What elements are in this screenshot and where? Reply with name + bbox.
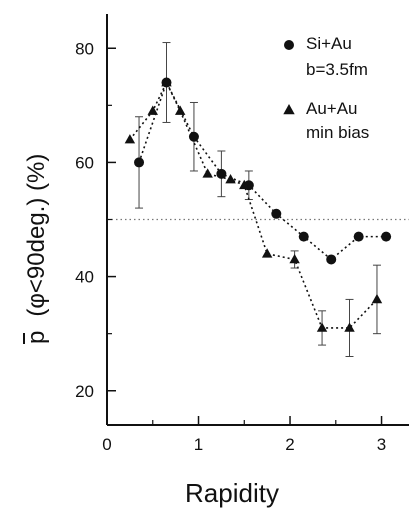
data-point-triangle — [124, 134, 136, 144]
data-point-circle — [188, 131, 199, 142]
data-point-triangle — [225, 174, 236, 184]
legend-marker-triangle — [283, 104, 295, 115]
legend-marker-circle — [284, 40, 294, 50]
data-point-triangle — [316, 322, 328, 332]
y-axis-title-p: p — [23, 331, 50, 344]
x-tick-label: 0 — [102, 435, 111, 454]
data-point-triangle — [161, 77, 172, 87]
data-point-triangle — [344, 322, 355, 332]
x-tick-label: 3 — [377, 435, 386, 454]
data-point-circle — [298, 231, 309, 242]
y-axis-ticks: 20 40 60 80 — [75, 39, 116, 401]
legend-label: Si+Au — [306, 34, 352, 53]
svg-text:p(φ<90deg.) (%): p (φ<90deg.) (%) — [23, 154, 50, 344]
series-line — [138, 80, 387, 261]
data-point-triangle — [261, 248, 273, 258]
y-tick-label: 20 — [75, 382, 94, 401]
x-tick-label: 2 — [285, 435, 294, 454]
data-point-triangle — [147, 105, 158, 115]
x-axis-ticks: 0 1 2 3 — [102, 416, 386, 454]
series-line — [129, 80, 378, 329]
y-tick-label: 60 — [75, 153, 94, 172]
y-tick-label: 80 — [75, 39, 94, 58]
series-layer — [124, 42, 392, 357]
data-point-triangle — [371, 293, 383, 304]
legend-label: b=3.5fm — [306, 60, 368, 79]
data-point-circle — [134, 157, 145, 168]
series-si-au — [134, 42, 392, 265]
series-au-au — [124, 77, 383, 357]
legend-label: min bias — [306, 123, 369, 142]
data-point-triangle — [202, 168, 213, 178]
data-point-circle — [326, 254, 337, 265]
x-tick-label: 1 — [194, 435, 203, 454]
y-axis-title: p (φ<90deg.) (%) — [23, 154, 50, 344]
x-axis-title: Rapidity — [185, 478, 279, 508]
data-point-circle — [271, 208, 282, 219]
data-point-triangle — [174, 105, 186, 115]
data-point-circle — [353, 231, 364, 242]
data-point-circle — [216, 168, 227, 179]
data-point-triangle — [289, 253, 300, 264]
legend-label: Au+Au — [306, 99, 358, 118]
y-tick-label: 40 — [75, 268, 94, 287]
data-point-triangle — [239, 179, 250, 190]
data-point-circle — [381, 231, 392, 242]
y-axis-title-rest: (φ<90deg.) (%) — [23, 154, 50, 317]
legend: Si+Au b=3.5fm Au+Au min bias — [283, 34, 369, 142]
